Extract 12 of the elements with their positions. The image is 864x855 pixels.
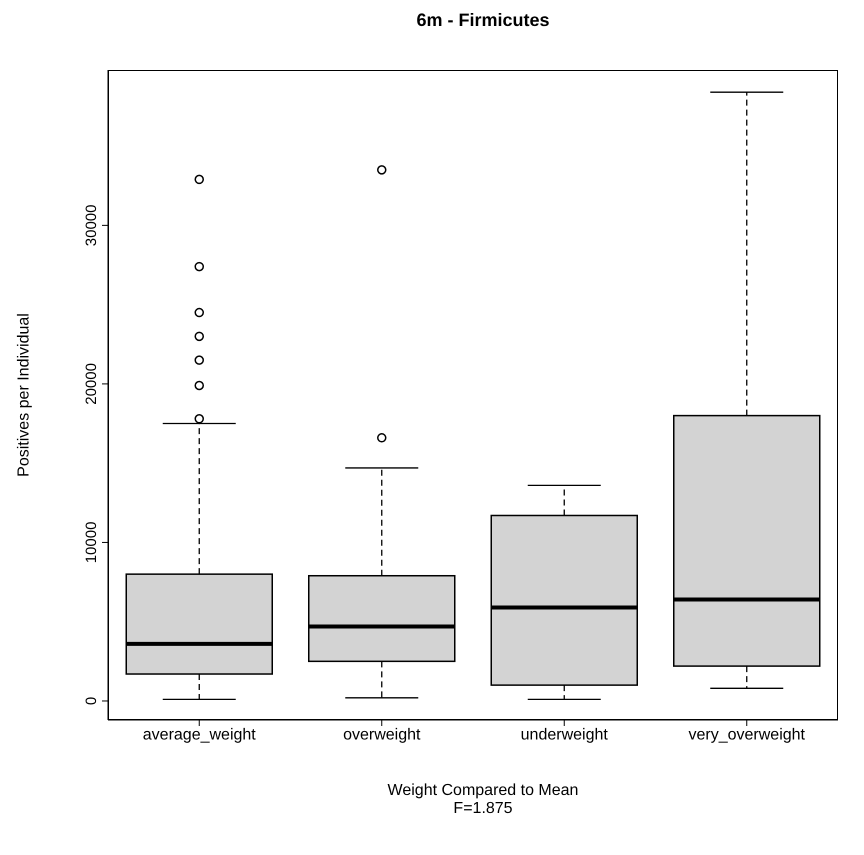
x-tick-label: underweight <box>520 726 608 744</box>
x-axis-title: Weight Compared to Mean <box>386 782 580 800</box>
x-tick-label: very_overweight <box>688 726 806 744</box>
chart-title: 6m - Firmicutes <box>415 10 551 32</box>
y-tick-label: 10000 <box>83 522 100 564</box>
x-tick-label: overweight <box>343 726 421 744</box>
x-tick-label: average_weight <box>142 726 256 744</box>
y-tick-label: 0 <box>83 696 100 706</box>
y-axis-title: Positives per Individual <box>16 313 33 477</box>
y-tick-label: 30000 <box>83 204 100 246</box>
text: F=1.875 <box>452 800 514 818</box>
y-tick-label: 20000 <box>83 363 100 405</box>
